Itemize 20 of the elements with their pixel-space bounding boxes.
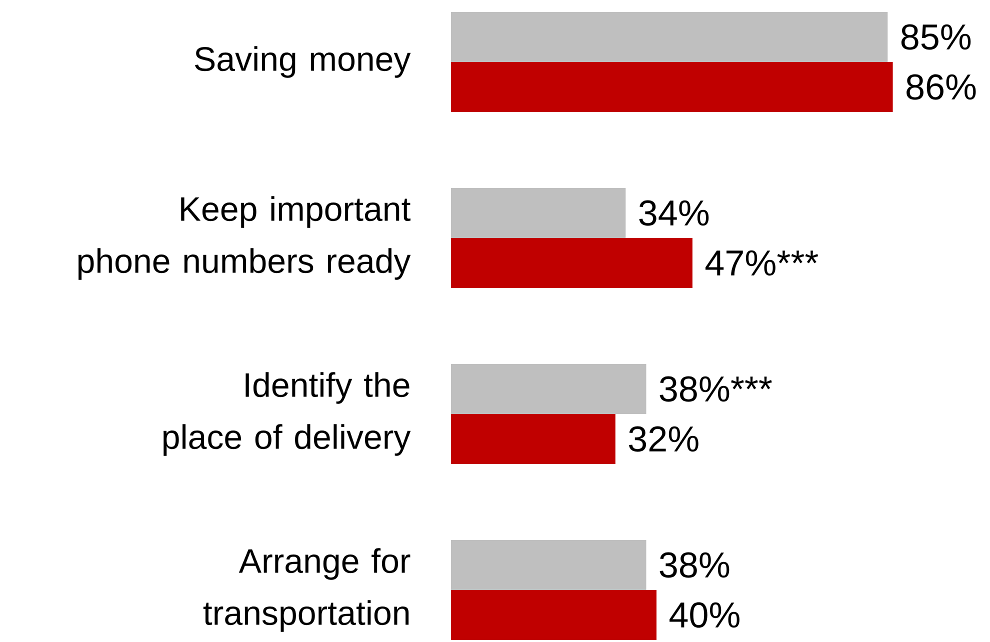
bar (451, 540, 646, 590)
data-label: 34% (639, 200, 709, 226)
data-label: 40% (670, 602, 740, 628)
data-label: 38%*** (660, 376, 772, 402)
y-tick-label: Keep important phone numbers ready (78, 196, 411, 280)
y-tick-label: Identify the place of delivery (164, 372, 411, 456)
data-label: 38% (660, 552, 730, 578)
bar (451, 364, 646, 414)
bar (451, 62, 893, 112)
bar (451, 12, 888, 62)
data-label: 32% (628, 426, 698, 452)
data-label: 85% (901, 24, 971, 50)
bar (451, 238, 692, 288)
y-tick-label: Arrange for transportation (203, 548, 410, 632)
y-tick-label: Saving money (195, 46, 411, 78)
bar (451, 590, 656, 640)
data-label: 47%*** (705, 250, 818, 276)
bar (451, 414, 616, 464)
data-label: 86% (906, 74, 976, 100)
bar (451, 188, 626, 238)
